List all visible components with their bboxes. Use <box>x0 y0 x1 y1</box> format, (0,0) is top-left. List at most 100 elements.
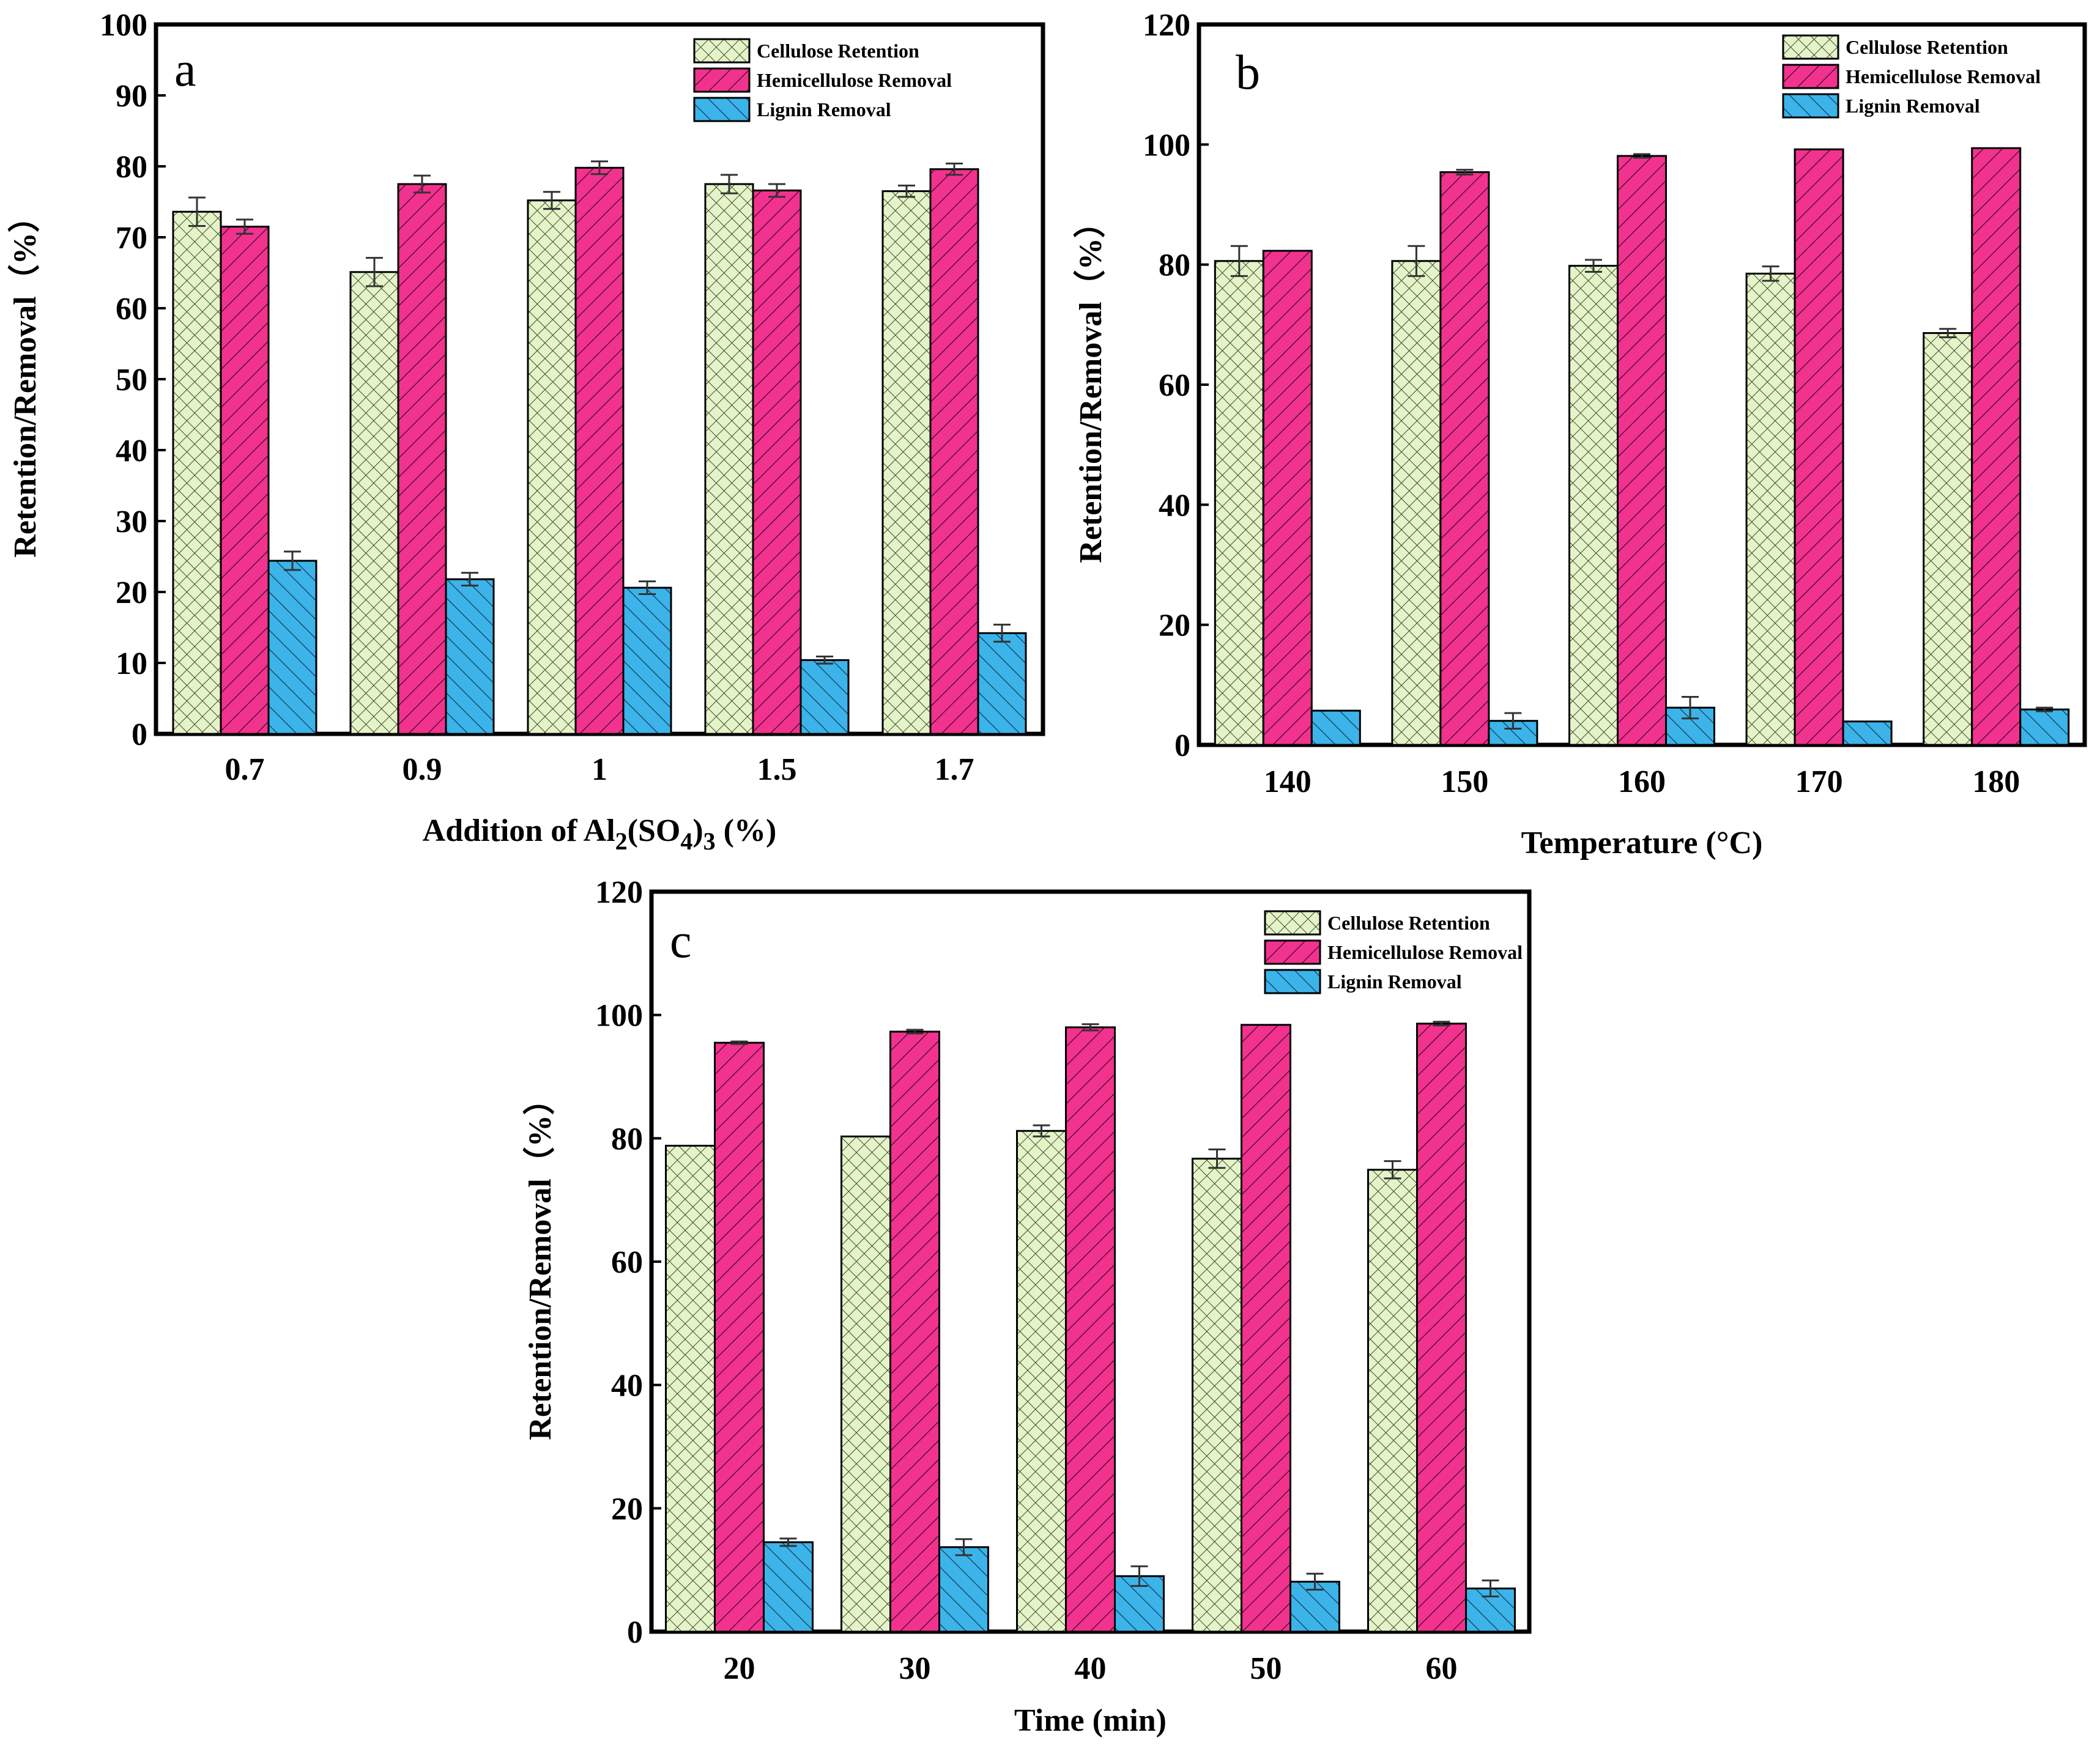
legend-swatch-hemicellulose <box>1264 939 1321 965</box>
y-tick-label: 60 <box>611 1245 643 1280</box>
error-bar <box>955 1538 973 1556</box>
y-tick-label: 100 <box>595 999 643 1034</box>
bar-hemicellulose-0.9 <box>397 183 447 735</box>
panel-letter: c <box>670 914 692 968</box>
bar-hemicellulose-160 <box>1617 155 1667 746</box>
legend-label-cellulose: Cellulose Retention <box>1846 36 2008 58</box>
x-tick-label: 150 <box>1441 764 1488 799</box>
bar-hemicellulose-1.5 <box>752 189 802 735</box>
bar-hemicellulose-50 <box>1241 1024 1291 1633</box>
bar-lignin-1.5 <box>800 659 850 735</box>
x-axis-title-part: (%) <box>716 813 777 848</box>
y-tick-label: 0 <box>132 717 147 752</box>
error-bar <box>1482 1579 1499 1598</box>
x-tick-label: 170 <box>1795 764 1843 799</box>
legend-swatch-lignin <box>1782 93 1839 119</box>
error-bar <box>1456 169 1474 176</box>
legend-label-hemicellulose: Hemicellulose Removal <box>757 69 952 91</box>
bar-lignin-1 <box>622 586 672 735</box>
y-tick-label: 100 <box>100 8 147 43</box>
error-bar <box>1082 1023 1099 1032</box>
bar-cellulose-180 <box>1923 332 1973 746</box>
error-bar <box>284 550 301 571</box>
x-tick-label: 140 <box>1264 764 1312 799</box>
x-tick-label: 0.7 <box>225 752 265 787</box>
error-bar <box>1408 245 1425 277</box>
bar-cellulose-30 <box>840 1135 891 1633</box>
chart-panel-b: 0 20 40 60 80 100 120 140 150 160 170 180 b Cellulose… <box>1073 8 2087 860</box>
bar-lignin-170 <box>1842 720 1893 746</box>
bar-hemicellulose-0.7 <box>220 226 270 735</box>
y-tick-label: 120 <box>1143 8 1190 43</box>
legend: Cellulose Retention Hemicellulose Removal… <box>693 38 952 122</box>
y-axis-title: Retention/Removal（%） <box>1073 206 1108 563</box>
x-tick-label: 0.9 <box>403 752 442 787</box>
error-bar <box>1585 259 1602 273</box>
bar-cellulose-150 <box>1391 260 1442 746</box>
x-tick-label: 160 <box>1618 764 1666 799</box>
y-tick-label: 120 <box>595 875 643 910</box>
error-bar <box>461 572 478 587</box>
legend-swatch-hemicellulose <box>1782 64 1839 89</box>
x-tick-label: 50 <box>1250 1651 1282 1686</box>
bar-hemicellulose-170 <box>1794 148 1844 746</box>
x-axis-title-part: Addition of Al <box>423 813 615 848</box>
bar-cellulose-1.7 <box>881 190 932 735</box>
y-tick-label: 50 <box>116 363 147 398</box>
bar-lignin-30 <box>938 1546 989 1633</box>
bar-cellulose-170 <box>1745 272 1796 746</box>
legend: Cellulose Retention Hemicellulose Removal… <box>1782 34 2041 119</box>
bar-hemicellulose-30 <box>889 1030 940 1633</box>
legend-label-lignin: Lignin Removal <box>757 98 891 120</box>
x-tick-label: 40 <box>1075 1651 1107 1686</box>
y-tick-label: 10 <box>116 646 147 681</box>
y-tick-label: 80 <box>611 1122 643 1156</box>
y-tick-label: 90 <box>116 79 147 114</box>
x-axis-title: Time (min) <box>1014 1703 1167 1738</box>
legend-label-hemicellulose: Hemicellulose Removal <box>1846 65 2041 87</box>
bar-lignin-160 <box>1665 706 1715 746</box>
error-bar <box>543 191 560 210</box>
error-bar <box>1939 328 1957 338</box>
error-bar <box>188 196 206 227</box>
error-bar <box>768 183 785 198</box>
error-bar <box>1230 245 1248 277</box>
bar-lignin-0.9 <box>445 578 495 735</box>
bar-hemicellulose-60 <box>1416 1023 1467 1633</box>
error-bar <box>721 174 738 194</box>
legend-swatch-cellulose <box>1264 910 1321 936</box>
error-bar <box>946 162 963 176</box>
y-tick-label: 60 <box>1159 368 1190 403</box>
legend-label-cellulose: Cellulose Retention <box>1327 912 1490 934</box>
legend-swatch-hemicellulose <box>693 67 751 93</box>
y-tick-label: 70 <box>116 221 147 256</box>
y-tick-label: 20 <box>1159 609 1190 643</box>
x-tick-label: 1 <box>592 752 607 787</box>
error-bar <box>366 257 383 287</box>
x-axis-title-part: (SO <box>628 813 681 848</box>
bar-cellulose-160 <box>1568 265 1619 746</box>
bar-cellulose-50 <box>1192 1158 1242 1633</box>
legend-swatch-lignin <box>693 97 751 122</box>
error-bar <box>906 1029 924 1035</box>
error-bar <box>1208 1148 1226 1169</box>
y-tick-label: 20 <box>116 575 147 610</box>
error-bar <box>236 218 253 235</box>
bar-cellulose-140 <box>1214 260 1264 746</box>
bar-hemicellulose-1.7 <box>929 168 979 735</box>
legend: Cellulose Retention Hemicellulose Removal… <box>1264 910 1523 994</box>
x-axis-title-part: ) <box>692 813 703 848</box>
bar-hemicellulose-180 <box>1971 147 2022 746</box>
x-axis-title-part: 4 <box>680 827 692 855</box>
legend-label-hemicellulose: Hemicellulose Removal <box>1327 941 1523 963</box>
y-axis-title: Retention/Removal（%） <box>7 201 43 557</box>
bar-hemicellulose-40 <box>1065 1026 1116 1633</box>
bar-cellulose-1.5 <box>704 183 754 735</box>
error-bar <box>1130 1565 1148 1587</box>
error-bar <box>816 656 833 665</box>
y-tick-label: 40 <box>116 434 147 468</box>
y-tick-label: 80 <box>1159 248 1190 283</box>
x-tick-label: 60 <box>1426 1651 1458 1686</box>
error-bar <box>779 1537 797 1547</box>
